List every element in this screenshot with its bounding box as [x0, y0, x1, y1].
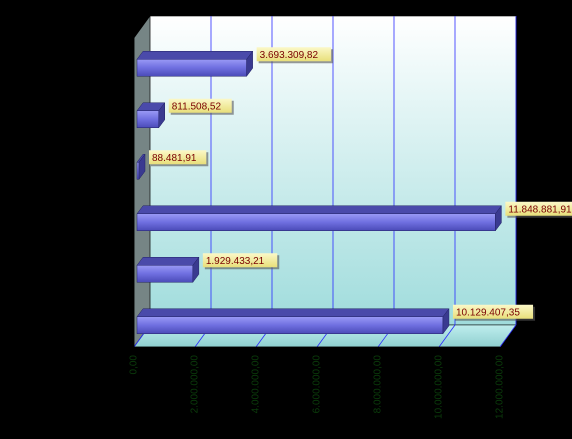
bar-front-face: [136, 162, 140, 180]
bar: [136, 205, 502, 232]
bar-front-face: [136, 59, 247, 77]
bar-end-face: [246, 50, 253, 77]
bar-top-face: [136, 308, 450, 317]
bar-front-face: [136, 213, 496, 231]
x-tick-label: 4.000.000,00: [251, 355, 262, 414]
bars: [136, 50, 502, 335]
x-tick-label: 10.000.000,00: [434, 355, 445, 419]
bar-top-face: [136, 205, 502, 214]
data-label-text: 10.129.407,35: [456, 307, 520, 318]
bar-front-face: [136, 316, 444, 334]
category-label: Sermaye Giderleri: [26, 62, 108, 74]
x-tick-labels: 0,00 2.000.000,00 4.000.000,00 6.000.000,00…: [129, 355, 506, 419]
data-label-box: [505, 201, 572, 216]
data-label: 3.693.309,82: [256, 47, 334, 64]
bar-front-face: [136, 265, 194, 283]
x-tick-label: 2.000.000,00: [190, 355, 201, 414]
bar: [136, 308, 450, 335]
gridline-floor: [499, 324, 517, 348]
data-label: 11.848.881,91: [505, 201, 572, 218]
data-label-box: [452, 304, 534, 319]
x-tick-label: 0,00: [129, 355, 140, 375]
bar: [136, 102, 166, 129]
bar: [136, 153, 146, 180]
data-label-text: 1.929.433,21: [206, 256, 265, 267]
bar-end-face: [192, 256, 200, 283]
data-label-box: [149, 150, 207, 165]
gridline-floor: [438, 324, 456, 348]
data-label-box: [202, 253, 278, 268]
category-label: Sosyal Güvenlik Kurumları: [8, 268, 126, 280]
bar: [136, 50, 254, 77]
data-labels: 10.129.407,35 1.929.433,21 11.848.881,91 88…: [149, 47, 572, 321]
data-label: 88.481,91: [149, 150, 209, 167]
data-label: 1.929.433,21: [202, 253, 280, 270]
data-label-text: 88.481,91: [152, 153, 197, 164]
x-tick-label: 12.000.000,00: [495, 355, 506, 419]
data-label: 10.129.407,35: [452, 304, 536, 321]
data-label-box: [168, 98, 232, 113]
category-label: Personel Giderleri: [26, 319, 108, 331]
category-label: Mal ve Hizmet Alım Giderleri: [24, 210, 110, 235]
bar-end-face: [158, 102, 166, 129]
x-tick-label: 6.000.000,00: [312, 355, 323, 414]
data-label-box: [256, 47, 332, 62]
bar-end-face: [495, 205, 502, 232]
data-label-text: 811.508,52: [172, 101, 222, 112]
axes: [129, 37, 501, 352]
bar: [136, 256, 200, 283]
data-label-text: 11.848.881,91: [508, 204, 572, 215]
bar-end-face: [138, 153, 146, 180]
bar-top-face: [136, 51, 254, 60]
category-label: Faiz Giderleri: [37, 165, 97, 177]
bar-top-face: [136, 257, 200, 266]
bar-end-face: [442, 308, 450, 335]
bar-front-face: [136, 110, 160, 128]
data-label: 811.508,52: [168, 98, 234, 115]
x-tick-label: 8.000.000,00: [373, 355, 384, 414]
data-label-text: 3.693.309,82: [260, 50, 319, 61]
category-label: Cari Transferler: [32, 113, 102, 125]
